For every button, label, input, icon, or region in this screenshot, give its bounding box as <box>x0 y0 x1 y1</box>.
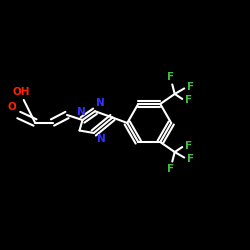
Text: F: F <box>187 154 194 164</box>
Text: N: N <box>77 107 86 117</box>
Text: F: F <box>187 82 194 92</box>
Text: N: N <box>96 98 105 108</box>
Text: F: F <box>167 164 174 173</box>
Text: OH: OH <box>12 87 30 97</box>
Text: F: F <box>185 141 192 151</box>
Text: N: N <box>97 134 106 144</box>
Text: F: F <box>167 72 174 83</box>
Text: F: F <box>185 95 192 105</box>
Text: O: O <box>8 102 17 113</box>
